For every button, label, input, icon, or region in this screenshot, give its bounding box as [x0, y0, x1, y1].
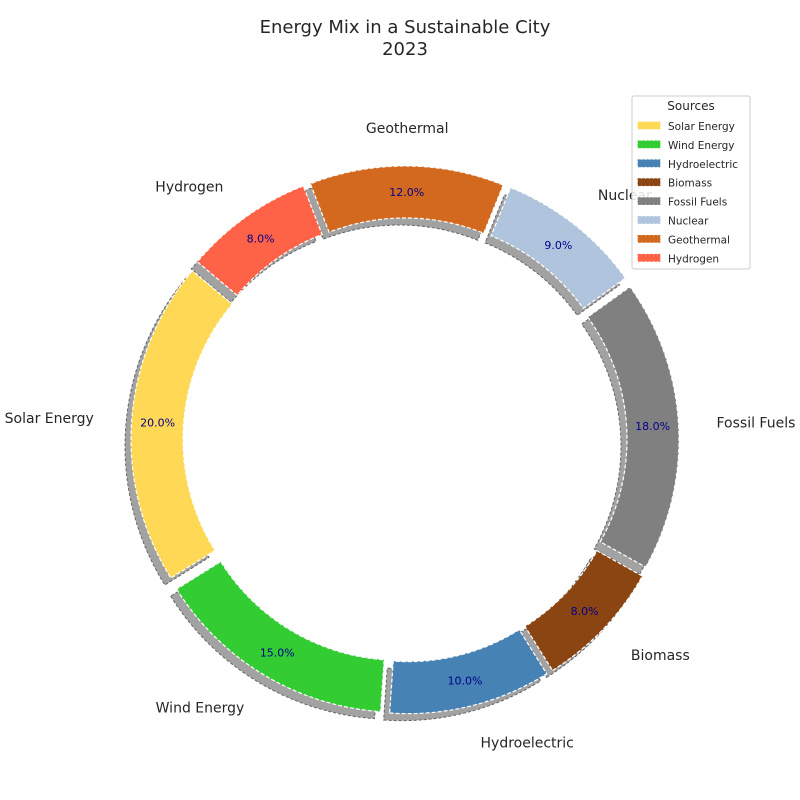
legend-label-biomass: Biomass [668, 178, 712, 190]
legend-swatch-solar-energy [637, 121, 661, 130]
category-label-fossil-fuels: Fossil Fuels [717, 416, 796, 432]
legend-swatch-wind-energy [637, 140, 661, 149]
legend-label-hydroelectric: Hydroelectric [668, 159, 738, 171]
legend: Sources Solar Energy Wind Energy Hydroelec… [631, 95, 751, 270]
percent-label-hydroelectric: 10.0% [448, 675, 483, 688]
wedge-nuclear [490, 186, 627, 310]
chart-title-line-1: Energy Mix in a Sustainable City [260, 17, 551, 38]
wedge-solar-energy [130, 269, 234, 579]
percent-labels: 20.0% 15.0% 10.0% 8.0% 18.0% 9.0% 12.0% 8.0% [140, 186, 670, 688]
legend-swatch-hydroelectric [637, 159, 661, 168]
chart-title: Energy Mix in a Sustainable City 2023 [260, 17, 551, 60]
legend-label-geothermal: Geothermal [668, 234, 730, 246]
legend-swatch-hydrogen [637, 253, 661, 262]
category-label-biomass: Biomass [631, 648, 690, 664]
percent-label-fossil-fuels: 18.0% [635, 420, 670, 433]
percent-label-geothermal: 12.0% [389, 186, 424, 199]
category-label-hydroelectric: Hydroelectric [481, 736, 574, 752]
legend-frame [631, 95, 751, 270]
legend-title: Sources [667, 99, 714, 113]
wedge-fossil-fuels [586, 285, 680, 568]
legend-swatch-geothermal [637, 234, 661, 243]
category-labels: Solar Energy Wind Energy Hydroelectric Biom… [5, 121, 796, 752]
category-label-hydrogen: Hydrogen [155, 179, 223, 195]
percent-label-hydrogen: 8.0% [247, 232, 275, 245]
percent-label-biomass: 8.0% [571, 605, 599, 618]
legend-label-fossil-fuels: Fossil Fuels [668, 197, 727, 209]
wedge-geothermal [309, 165, 505, 235]
category-label-geothermal: Geothermal [366, 121, 449, 137]
donut-wedges [130, 165, 680, 715]
legend-label-hydrogen: Hydrogen [668, 253, 719, 265]
percent-label-solar-energy: 20.0% [140, 417, 175, 430]
category-label-solar-energy: Solar Energy [5, 411, 94, 427]
legend-swatch-fossil-fuels [637, 197, 661, 206]
wedge-wind-energy [175, 560, 385, 713]
legend-label-wind-energy: Wind Energy [668, 140, 735, 152]
category-label-wind-energy: Wind Energy [156, 700, 245, 716]
chart-title-line-2: 2023 [382, 39, 428, 60]
wedge-biomass [524, 549, 644, 672]
percent-label-wind-energy: 15.0% [260, 647, 295, 660]
wedge-hydroelectric [388, 628, 548, 715]
percent-label-nuclear: 9.0% [544, 239, 572, 252]
legend-swatch-nuclear [637, 216, 661, 224]
legend-swatch-biomass [637, 178, 661, 187]
legend-label-solar-energy: Solar Energy [668, 121, 735, 133]
wedge-hydrogen [196, 185, 323, 297]
legend-label-nuclear: Nuclear [668, 216, 709, 228]
